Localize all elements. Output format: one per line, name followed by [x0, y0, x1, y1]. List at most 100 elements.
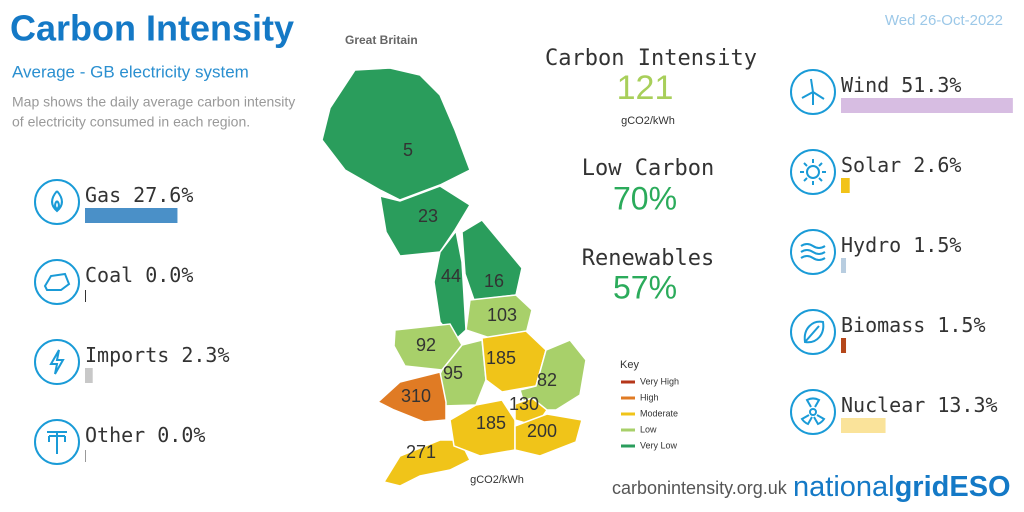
region-value: 82	[537, 370, 557, 390]
logo-part: grid	[895, 471, 950, 503]
key-label: Low	[640, 424, 657, 434]
fuel-label: Hydro 1.5%	[841, 233, 961, 257]
map-unit: gCO2/kWh	[470, 474, 524, 486]
region-value: 95	[443, 363, 463, 383]
region	[321, 67, 471, 201]
fuel-icon	[34, 259, 80, 305]
fuel-label: Solar 2.6%	[841, 153, 961, 177]
key-label: Moderate	[640, 408, 678, 418]
fuel-icon	[790, 229, 836, 275]
fuel-label: Other 0.0%	[85, 423, 205, 447]
key-label: High	[640, 392, 659, 402]
region-value: 185	[486, 348, 516, 368]
date: Wed 26-Oct-2022	[885, 12, 1003, 29]
fuel-value: 2.6%	[913, 153, 961, 177]
fuel-label: Nuclear 13.3%	[841, 393, 998, 417]
region-value: 185	[476, 413, 506, 433]
fuel-icon	[790, 149, 836, 195]
fuel-name: Imports	[85, 343, 169, 367]
region-value: 23	[418, 206, 438, 226]
fuel-name: Other	[85, 423, 145, 447]
fuel-name: Solar	[841, 153, 901, 177]
region-value: 103	[487, 305, 517, 325]
fuel-name: Nuclear	[841, 393, 925, 417]
description: Map shows the daily average carbon inten…	[12, 94, 295, 110]
summary-value: 70%	[613, 180, 677, 216]
summary-value: 57%	[613, 269, 677, 305]
region-value: 92	[416, 335, 436, 355]
fuel-name: Wind	[841, 73, 889, 97]
fuel-value: 13.3%	[937, 393, 997, 417]
region-value: 310	[401, 386, 431, 406]
title: Carbon Intensity	[10, 8, 294, 49]
fuel-name: Biomass	[841, 313, 925, 337]
fuel-value: 51.3%	[901, 73, 961, 97]
fuel-icon	[790, 389, 836, 435]
description: of electricity consumed in each region.	[12, 114, 250, 130]
summary-label: Carbon Intensity	[545, 46, 757, 71]
summary-label: Renewables	[582, 246, 714, 271]
fuel-icon-glyph	[51, 190, 63, 213]
fuel-icon-glyph	[801, 78, 825, 105]
fuel-bar	[841, 338, 847, 353]
fuel-bar	[841, 258, 847, 273]
fuel-icon-glyph	[803, 320, 825, 344]
fuel-icon-glyph	[49, 349, 65, 375]
fuel-value: 0.0%	[145, 263, 193, 287]
fuel-bar	[85, 368, 93, 383]
fuel-icon-glyph	[47, 431, 67, 454]
key-title: Key	[620, 359, 639, 371]
fuel-icon-glyph	[800, 243, 826, 261]
region-name: Great Britain	[345, 33, 418, 47]
region	[376, 371, 447, 423]
logo-part: national	[793, 471, 895, 503]
summary-value: 121	[617, 69, 674, 107]
subtitle: Average - GB electricity system	[12, 62, 249, 81]
fuel-icon-glyph	[43, 272, 71, 291]
fuel-label: Biomass 1.5%	[841, 313, 986, 337]
unit: gCO2/kWh	[621, 115, 675, 127]
region	[382, 439, 472, 487]
key-label: Very Low	[640, 440, 678, 450]
fuel-bar	[841, 418, 886, 433]
logo: nationalgridESO	[793, 471, 1011, 503]
region-value: 44	[441, 266, 461, 286]
logo-part: ESO	[949, 471, 1010, 503]
fuel-label: Imports 2.3%	[85, 343, 230, 367]
fuel-value: 27.6%	[133, 183, 193, 207]
fuel-bar	[841, 98, 1013, 113]
region-value: 16	[484, 271, 504, 291]
summary-label: Low Carbon	[582, 156, 714, 181]
fuel-bar	[85, 208, 178, 223]
fuel-value: 2.3%	[181, 343, 229, 367]
fuel-icon	[790, 309, 836, 355]
region	[433, 229, 467, 342]
fuel-value: 1.5%	[937, 313, 985, 337]
fuel-name: Gas	[85, 183, 121, 207]
fuel-bar	[841, 178, 850, 193]
fuel-name: Hydro	[841, 233, 901, 257]
footer-url: carbonintensity.org.uk	[612, 478, 788, 498]
fuel-icon	[34, 339, 80, 385]
fuel-icon	[34, 419, 80, 465]
fuel-value: 1.5%	[913, 233, 961, 257]
fuel-label: Gas 27.6%	[85, 183, 193, 207]
region-value: 271	[406, 442, 436, 462]
fuel-value: 0.0%	[157, 423, 205, 447]
region-value: 200	[527, 421, 557, 441]
fuel-icon-glyph	[800, 159, 826, 185]
fuel-icon-glyph	[800, 397, 826, 426]
region	[514, 413, 583, 457]
fuel-icon	[790, 69, 836, 115]
region	[519, 339, 587, 411]
region	[379, 185, 472, 257]
fuel-label: Wind 51.3%	[841, 73, 961, 97]
fuel-icon	[34, 179, 80, 225]
key-label: Very High	[640, 376, 679, 386]
region-value: 130	[509, 394, 539, 414]
fuel-label: Coal 0.0%	[85, 263, 193, 287]
fuel-name: Coal	[85, 263, 133, 287]
